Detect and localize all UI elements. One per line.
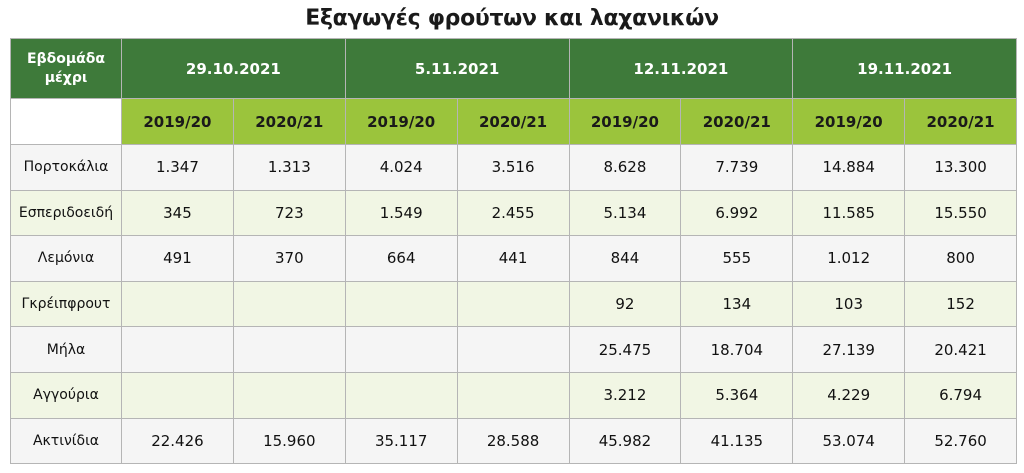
table-cell: 4.024 <box>344 144 458 191</box>
table-cell: 11.585 <box>792 189 906 237</box>
table-cell: 723 <box>232 189 346 237</box>
table-cell: 2.455 <box>456 189 570 237</box>
season-header: 2019/20 <box>121 98 234 145</box>
table-cell: 1.313 <box>232 144 346 191</box>
table-cell: 15.550 <box>904 189 1017 237</box>
table-cell <box>121 326 234 373</box>
table-cell: 14.884 <box>792 144 906 191</box>
table-cell: 92 <box>568 280 682 328</box>
season-header: 2019/20 <box>792 98 906 145</box>
table-cell <box>344 326 458 373</box>
table-cell: 1.347 <box>121 144 234 191</box>
table-cell: 370 <box>232 235 346 282</box>
table-cell <box>232 326 346 373</box>
header-row-dates: Εβδομάδα μέχρι 29.10.2021 5.11.2021 12.1… <box>10 38 1017 99</box>
table-cell: 28.588 <box>456 417 570 465</box>
table-cell: 555 <box>680 235 794 282</box>
table-row: Ακτινίδια 22.426 15.960 35.117 28.588 45… <box>10 417 1017 465</box>
row-label: Μήλα <box>10 326 122 373</box>
table-cell: 20.421 <box>904 326 1017 373</box>
season-header: 2020/21 <box>232 98 346 145</box>
table-cell: 6.992 <box>680 189 794 237</box>
row-label: Εσπεριδοειδή <box>10 189 122 237</box>
table-cell <box>456 280 570 328</box>
table-row: Λεμόνια 491 370 664 441 844 555 1.012 80… <box>10 235 1017 282</box>
table-cell: 5.134 <box>568 189 682 237</box>
table-cell: 4.229 <box>792 371 906 419</box>
date-header: 29.10.2021 <box>121 38 346 99</box>
table-cell: 7.739 <box>680 144 794 191</box>
table-cell <box>232 280 346 328</box>
table-cell: 41.135 <box>680 417 794 465</box>
table-cell: 134 <box>680 280 794 328</box>
table-cell: 18.704 <box>680 326 794 373</box>
header-row-seasons: 2019/20 2020/21 2019/20 2020/21 2019/20 … <box>10 98 1017 145</box>
table-cell: 8.628 <box>568 144 682 191</box>
table-cell <box>344 371 458 419</box>
table-row: Πορτοκάλια 1.347 1.313 4.024 3.516 8.628… <box>10 144 1017 191</box>
row-label: Λεμόνια <box>10 235 122 282</box>
row-label: Πορτοκάλια <box>10 144 122 191</box>
table-cell <box>121 371 234 419</box>
table-cell: 1.012 <box>792 235 906 282</box>
table-cell: 152 <box>904 280 1017 328</box>
date-header: 19.11.2021 <box>792 38 1017 99</box>
season-header: 2020/21 <box>456 98 570 145</box>
table-cell <box>456 326 570 373</box>
season-header: 2019/20 <box>344 98 458 145</box>
table-cell: 664 <box>344 235 458 282</box>
week-header: Εβδομάδα μέχρι <box>10 38 122 99</box>
table-cell: 15.960 <box>232 417 346 465</box>
table-cell: 345 <box>121 189 234 237</box>
blank-header-cell <box>10 98 122 145</box>
page-title: Εξαγωγές φρούτων και λαχανικών <box>305 6 719 31</box>
season-header: 2020/21 <box>680 98 794 145</box>
table-cell: 491 <box>121 235 234 282</box>
table-cell: 13.300 <box>904 144 1017 191</box>
table-row: Αγγούρια 3.212 5.364 4.229 6.794 <box>10 371 1017 419</box>
table-cell: 3.516 <box>456 144 570 191</box>
table-cell: 35.117 <box>344 417 458 465</box>
table-cell: 25.475 <box>568 326 682 373</box>
table-row: Γκρέιπφρουτ 92 134 103 152 <box>10 280 1017 328</box>
table-cell: 441 <box>456 235 570 282</box>
table-cell: 6.794 <box>904 371 1017 419</box>
table-cell <box>344 280 458 328</box>
table-cell <box>232 371 346 419</box>
table-cell: 52.760 <box>904 417 1017 465</box>
season-header: 2019/20 <box>568 98 682 145</box>
table-cell: 53.074 <box>792 417 906 465</box>
table-row: Μήλα 25.475 18.704 27.139 20.421 <box>10 326 1017 373</box>
table-cell <box>456 371 570 419</box>
exports-table: Εβδομάδα μέχρι 29.10.2021 5.11.2021 12.1… <box>10 38 1017 465</box>
row-label: Αγγούρια <box>10 371 122 419</box>
table-row: Εσπεριδοειδή 345 723 1.549 2.455 5.134 6… <box>10 189 1017 237</box>
table-cell: 800 <box>904 235 1017 282</box>
table-cell: 844 <box>568 235 682 282</box>
table-cell: 5.364 <box>680 371 794 419</box>
table-cell: 3.212 <box>568 371 682 419</box>
table-cell: 22.426 <box>121 417 234 465</box>
table-cell: 45.982 <box>568 417 682 465</box>
date-header: 5.11.2021 <box>344 38 570 99</box>
season-header: 2020/21 <box>904 98 1017 145</box>
table-cell: 27.139 <box>792 326 906 373</box>
row-label: Γκρέιπφρουτ <box>10 280 122 328</box>
row-label: Ακτινίδια <box>10 417 122 465</box>
table-cell: 103 <box>792 280 906 328</box>
table-cell: 1.549 <box>344 189 458 237</box>
table-cell <box>121 280 234 328</box>
date-header: 12.11.2021 <box>568 38 794 99</box>
